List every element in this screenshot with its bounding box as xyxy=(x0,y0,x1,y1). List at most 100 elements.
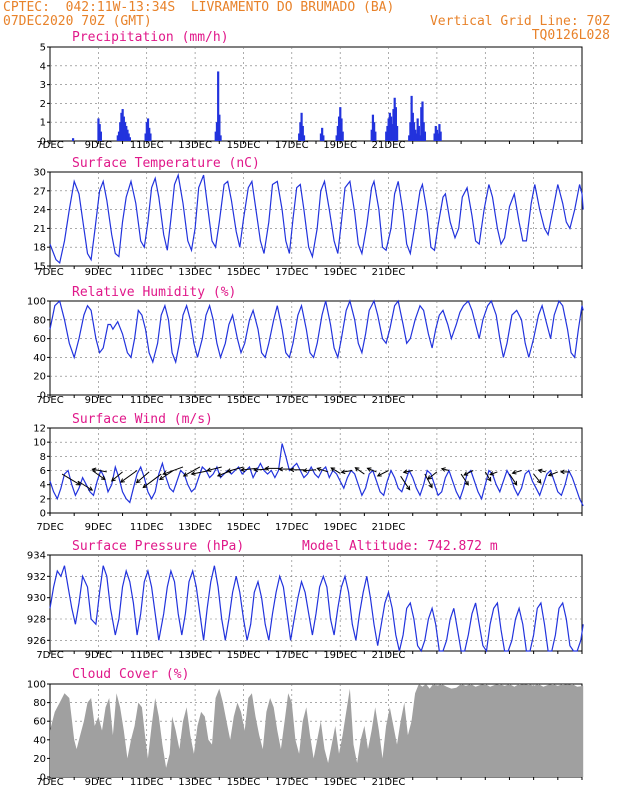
wind-vector-head xyxy=(206,467,212,473)
wind-vector xyxy=(136,471,150,484)
precip-bar xyxy=(339,107,342,141)
wind-vector-head xyxy=(464,480,469,486)
wind-vector-head xyxy=(135,478,141,484)
pressure-xtick-label: 11DEC xyxy=(130,650,164,661)
pressure-line xyxy=(49,565,584,653)
precip-bar xyxy=(301,125,304,141)
wind-vector xyxy=(427,471,438,480)
wind-vector xyxy=(241,467,256,471)
precip-xtick-label: 21DEC xyxy=(372,140,406,151)
precip-bar xyxy=(117,131,121,141)
precip-bar xyxy=(391,124,394,141)
wind-vector xyxy=(303,469,317,472)
wind-xtick-label: 9DEC xyxy=(85,522,112,533)
precip-bar xyxy=(128,137,131,141)
precip-xtick-label: 9DEC xyxy=(85,140,112,151)
wind-vector-head xyxy=(253,467,258,473)
wind-vector xyxy=(191,470,210,475)
rh-ytick-label: 60 xyxy=(33,334,46,345)
pressure-ytick-label: 930 xyxy=(27,593,46,604)
temp-xtick-label: 17DEC xyxy=(275,267,309,278)
wind-vector xyxy=(424,473,433,488)
wind-vector-head xyxy=(340,469,346,475)
precip-bar xyxy=(215,122,219,141)
wind-panel: 0 2 4 6 8 10 12 7DEC 9DEC 11DEC 13DEC 15DEC 17DEC 19D… xyxy=(33,412,584,533)
cloud-xtick-label: 11DEC xyxy=(130,777,164,788)
pressure-panel: 926 928 930 932 934 7DEC 9DEC 11DEC 13DEC 15DEC 17… xyxy=(27,539,584,661)
wind-vector-head xyxy=(158,475,164,481)
precip-bar xyxy=(438,124,441,141)
wind-vector-head xyxy=(142,483,148,489)
wind-ytick-label: 4 xyxy=(40,480,46,491)
wind-vector xyxy=(460,473,469,486)
cloud-panel: 0 20 40 60 80 100 7DEC 9DEC 11DEC 13DEC 15DEC 17DEC… xyxy=(27,667,584,788)
precip-bar xyxy=(144,133,147,141)
pressure-ytick-label: 932 xyxy=(27,572,46,583)
precip-xtick-label: 19DEC xyxy=(323,140,357,151)
cloud-title: Cloud Cover (%) xyxy=(72,667,189,682)
rh-ytick-label: 40 xyxy=(33,353,46,364)
precip-bar xyxy=(125,125,128,141)
precip-bar xyxy=(321,127,324,141)
temp-panel: 15 18 21 24 27 30 7DEC 9DEC 11DEC 13DEC 15DEC 17DEC… xyxy=(33,156,584,278)
wind-xtick-label: 17DEC xyxy=(275,522,309,533)
precip-bar xyxy=(409,122,412,141)
wind-vector xyxy=(330,467,341,474)
wind-vector xyxy=(254,468,268,471)
precip-title: Precipitation (mm/h) xyxy=(72,30,229,45)
pressure-xtick-label: 17DEC xyxy=(275,650,309,661)
rh-ytick-label: 80 xyxy=(33,315,46,326)
precip-bar xyxy=(388,112,391,141)
cloud-xtick-label: 17DEC xyxy=(275,777,309,788)
precip-bar xyxy=(437,133,440,141)
precip-bar xyxy=(433,133,436,141)
precip-bar xyxy=(119,122,122,141)
temp-ytick-label: 24 xyxy=(33,205,46,216)
precip-bar xyxy=(120,112,123,141)
temp-xtick-label: 9DEC xyxy=(85,267,112,278)
precip-xtick-label: 15DEC xyxy=(227,140,261,151)
wind-xtick-label: 11DEC xyxy=(130,522,164,533)
temp-ytick-label: 21 xyxy=(33,224,46,235)
precip-bar xyxy=(421,101,424,141)
wind-vector-head xyxy=(162,470,168,476)
wind-xtick-label: 21DEC xyxy=(372,522,406,533)
precip-xtick-label: 17DEC xyxy=(275,140,309,151)
cloud-ytick-label: 60 xyxy=(33,717,46,728)
precip-bar xyxy=(434,125,437,141)
wind-vector-head xyxy=(405,485,411,491)
header-station: CPTEC: 042:11W-13:34S LIVRAMENTO DO BRUM… xyxy=(3,0,395,15)
precip-bar xyxy=(116,135,119,141)
temp-ytick-label: 30 xyxy=(33,168,46,179)
temp-xtick-label: 15DEC xyxy=(227,267,261,278)
precip-bar xyxy=(127,133,130,141)
wind-vector-head xyxy=(91,467,97,473)
precip-bar xyxy=(371,114,375,141)
wind-vector-head xyxy=(330,467,336,472)
cloud-area xyxy=(50,684,584,777)
cloud-ytick-label: 80 xyxy=(33,698,46,709)
precip-bar xyxy=(416,118,419,141)
rh-ytick-label: 0 xyxy=(40,391,46,402)
precip-bar xyxy=(415,133,418,141)
temp-ytick-label: 18 xyxy=(33,243,46,254)
wind-vector-head xyxy=(547,472,553,477)
wind-vector xyxy=(183,466,201,477)
precip-bar xyxy=(341,131,344,141)
wind-vector xyxy=(61,473,81,486)
precip-bar xyxy=(389,116,393,141)
cloud-xtick-label: 15DEC xyxy=(227,777,261,788)
wind-vector xyxy=(120,470,138,483)
pressure-title: Surface Pressure (hPa) xyxy=(72,539,244,554)
wind-vector-head xyxy=(289,467,295,473)
cloud-xtick-label: 9DEC xyxy=(85,777,112,788)
cloud-ytick-label: 40 xyxy=(33,735,46,746)
wind-vector-head xyxy=(537,468,543,474)
wind-vector-head xyxy=(100,475,106,481)
wind-vector xyxy=(92,470,106,480)
wind-vector xyxy=(441,468,450,471)
wind-vector-head xyxy=(182,472,188,477)
precip-bar xyxy=(99,131,102,141)
precip-xtick-label: 11DEC xyxy=(130,140,164,151)
wind-vector-head xyxy=(264,466,270,471)
